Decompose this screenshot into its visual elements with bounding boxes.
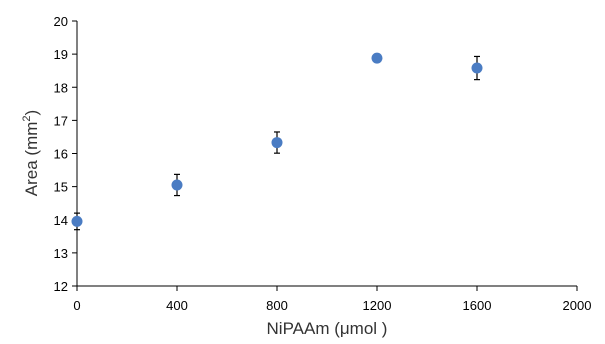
y-tick-label: 18 bbox=[54, 80, 68, 95]
x-tick-label: 1200 bbox=[363, 298, 392, 313]
x-ticks: 0 400 800 1200 1600 2000 bbox=[73, 286, 591, 313]
x-axis-title: NiPAAm (μmol ) bbox=[267, 319, 388, 338]
y-tick-label: 13 bbox=[54, 246, 68, 261]
y-tick-label: 14 bbox=[54, 213, 68, 228]
x-tick-label: 2000 bbox=[563, 298, 592, 313]
y-tick-label: 20 bbox=[54, 14, 68, 29]
data-point bbox=[71, 215, 83, 227]
y-tick-label: 19 bbox=[54, 47, 68, 62]
data-points bbox=[71, 52, 483, 227]
y-tick-label: 16 bbox=[54, 147, 68, 162]
y-axis-title-superscript: 2 bbox=[21, 115, 33, 121]
data-point bbox=[471, 62, 483, 74]
y-axis-title: Area (mm2) bbox=[21, 110, 41, 196]
x-tick-label: 0 bbox=[73, 298, 80, 313]
y-axis-title-main: Area (mm bbox=[22, 122, 41, 197]
y-tick-label: 12 bbox=[54, 279, 68, 294]
x-tick-label: 800 bbox=[266, 298, 288, 313]
y-tick-label: 17 bbox=[54, 113, 68, 128]
y-axis-title-close: ) bbox=[22, 110, 41, 116]
x-tick-label: 1600 bbox=[463, 298, 492, 313]
data-point bbox=[171, 179, 183, 191]
x-tick-label: 400 bbox=[166, 298, 188, 313]
y-ticks: 12 13 14 15 16 17 18 19 20 bbox=[54, 14, 77, 294]
data-point bbox=[271, 137, 283, 149]
y-tick-label: 15 bbox=[54, 180, 68, 195]
data-point bbox=[371, 52, 383, 64]
